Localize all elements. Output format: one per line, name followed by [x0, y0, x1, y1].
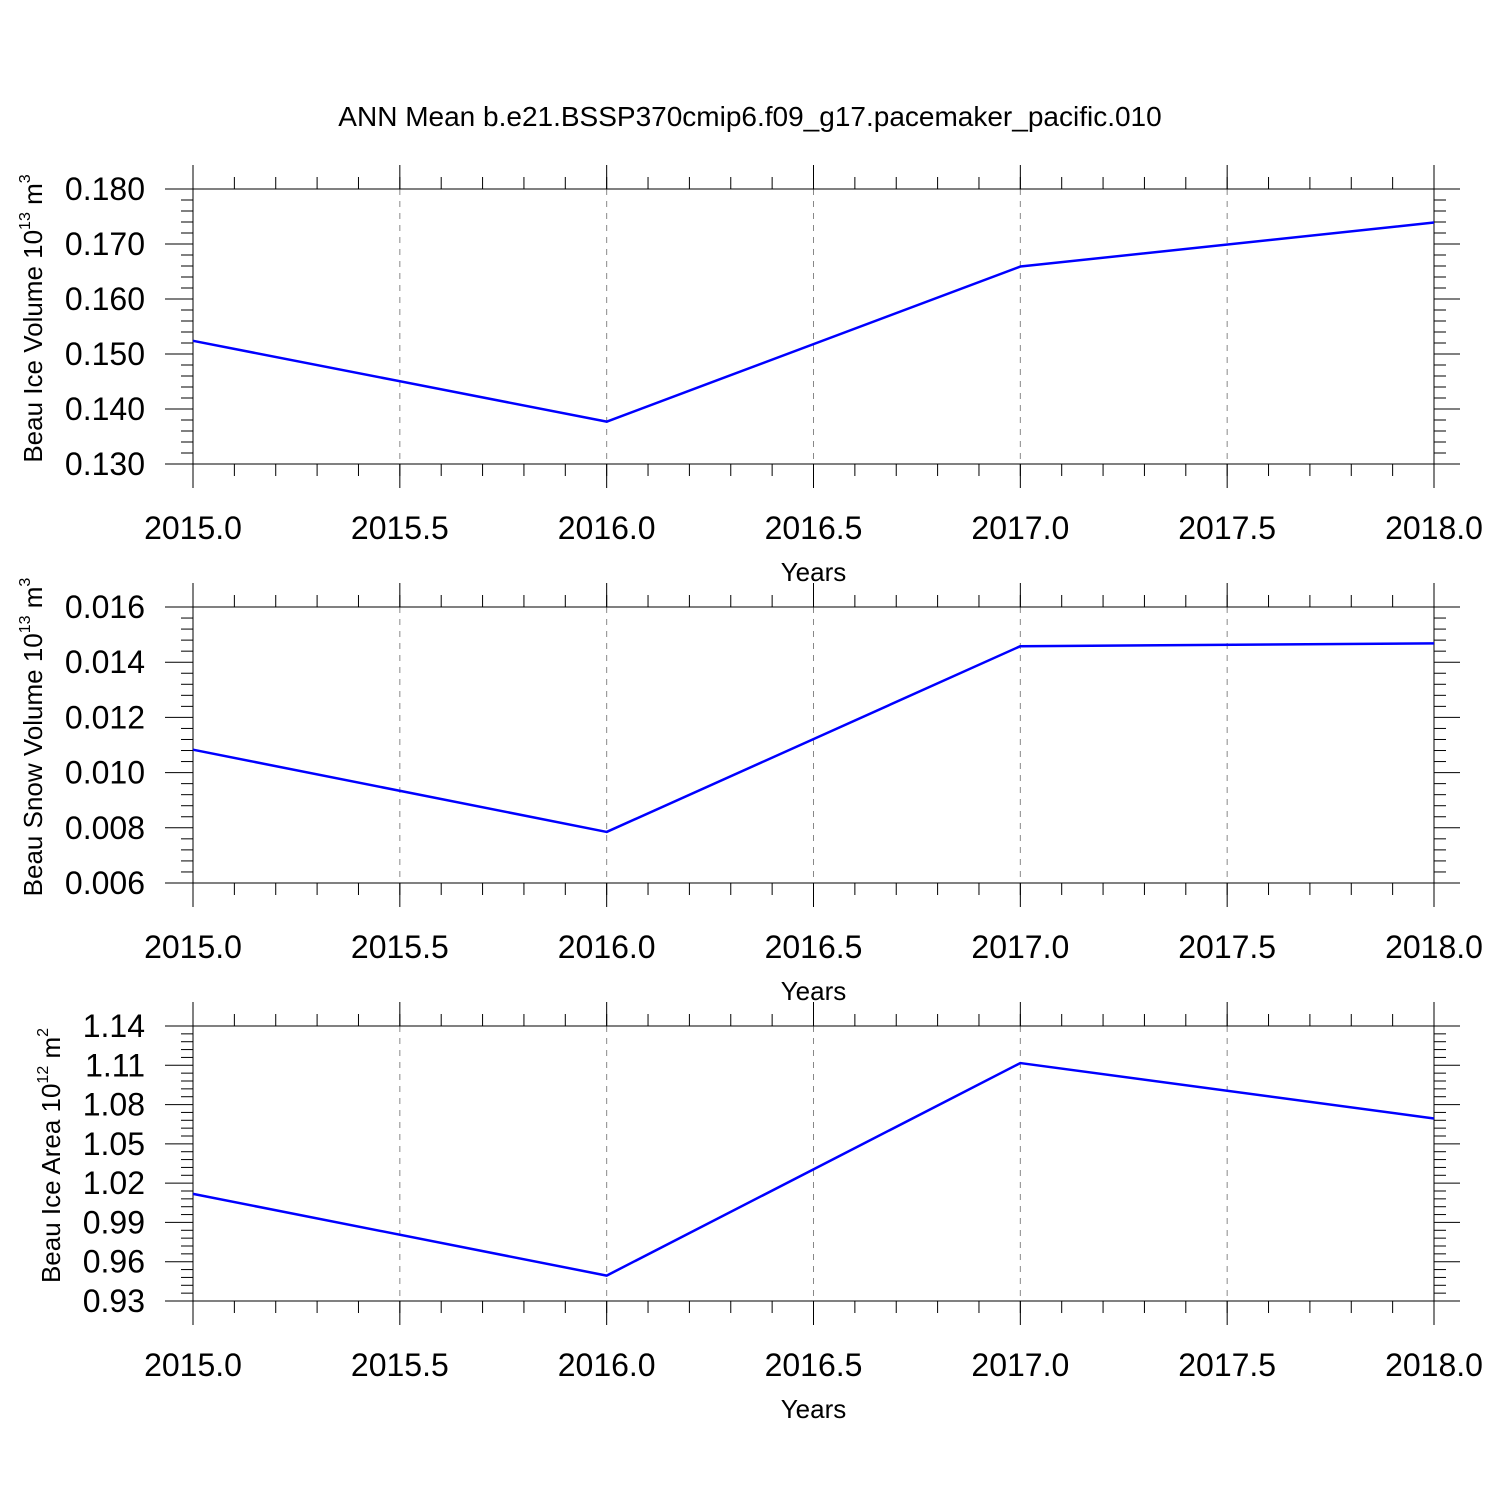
y-axis-label: Beau Ice Volume 1013 m3 [17, 174, 48, 462]
x-tick-label: 2016.5 [765, 1347, 863, 1383]
y-tick-label: 0.93 [83, 1283, 145, 1319]
x-tick-label: 2018.0 [1385, 929, 1483, 965]
y-axis-label: Beau Ice Area 1012 m2 [35, 1028, 66, 1283]
x-axis-label: Years [781, 976, 847, 1006]
y-tick-label: 0.140 [65, 391, 145, 427]
y-tick-label: 0.010 [65, 755, 145, 791]
y-tick-label: 0.99 [83, 1204, 145, 1240]
y-tick-label: 0.150 [65, 336, 145, 372]
y-tick-label: 1.05 [83, 1126, 145, 1162]
x-axis-label: Years [781, 1394, 847, 1424]
y-tick-label: 0.130 [65, 446, 145, 482]
y-tick-label: 0.160 [65, 281, 145, 317]
x-tick-label: 2015.0 [144, 1347, 242, 1383]
y-tick-label: 0.016 [65, 589, 145, 625]
y-tick-label: 0.012 [65, 699, 145, 735]
panel-3: 0.930.96 0.991.021.051.08 1.111.14 2015.0 20… [35, 1002, 1483, 1424]
x-tick-label: 2017.0 [971, 929, 1069, 965]
x-tick-label: 2016.0 [558, 929, 656, 965]
panel-2: 0.006 0.008 0.010 0.012 0.014 0.016 2015.0 2015… [17, 578, 1483, 1006]
x-tick-label: 2015.0 [144, 929, 242, 965]
x-tick-label: 2017.5 [1178, 510, 1276, 546]
x-tick-label: 2015.5 [351, 510, 449, 546]
x-tick-label: 2015.5 [351, 929, 449, 965]
x-tick-label: 2015.0 [144, 510, 242, 546]
x-tick-label: 2016.5 [765, 929, 863, 965]
figure-title: ANN Mean b.e21.BSSP370cmip6.f09_g17.pace… [338, 101, 1161, 132]
series-line [192, 642, 1435, 834]
y-tick-label: 0.170 [65, 226, 145, 262]
y-tick-label: 0.014 [65, 644, 145, 680]
y-tick-label: 1.08 [83, 1087, 145, 1123]
panel-1: 0.130 0.140 0.150 0.160 0.170 0.180 2015.0 2015… [17, 165, 1483, 587]
x-tick-label: 2016.0 [558, 1347, 656, 1383]
y-tick-label: 1.11 [85, 1047, 145, 1083]
x-tick-label: 2016.0 [558, 510, 656, 546]
y-tick-label: 1.02 [83, 1165, 145, 1201]
x-tick-label: 2017.5 [1178, 1347, 1276, 1383]
x-tick-label: 2017.5 [1178, 929, 1276, 965]
series-line [192, 1061, 1435, 1277]
y-tick-label: 0.96 [83, 1244, 145, 1280]
series-line [192, 221, 1435, 423]
x-tick-label: 2017.0 [971, 1347, 1069, 1383]
x-tick-label: 2018.0 [1385, 510, 1483, 546]
y-tick-label: 0.006 [65, 865, 145, 901]
y-axis-label: Beau Snow Volume 1013 m3 [17, 578, 48, 897]
y-tick-label: 0.008 [65, 810, 145, 846]
x-axis-label: Years [781, 557, 847, 587]
x-tick-label: 2017.0 [971, 510, 1069, 546]
x-tick-label: 2018.0 [1385, 1347, 1483, 1383]
y-tick-label: 0.180 [65, 171, 145, 207]
y-tick-label: 1.14 [83, 1008, 145, 1044]
x-tick-label: 2016.5 [765, 510, 863, 546]
x-tick-label: 2015.5 [351, 1347, 449, 1383]
panels: 0.130 0.140 0.150 0.160 0.170 0.180 2015.0 2015… [17, 165, 1483, 1424]
